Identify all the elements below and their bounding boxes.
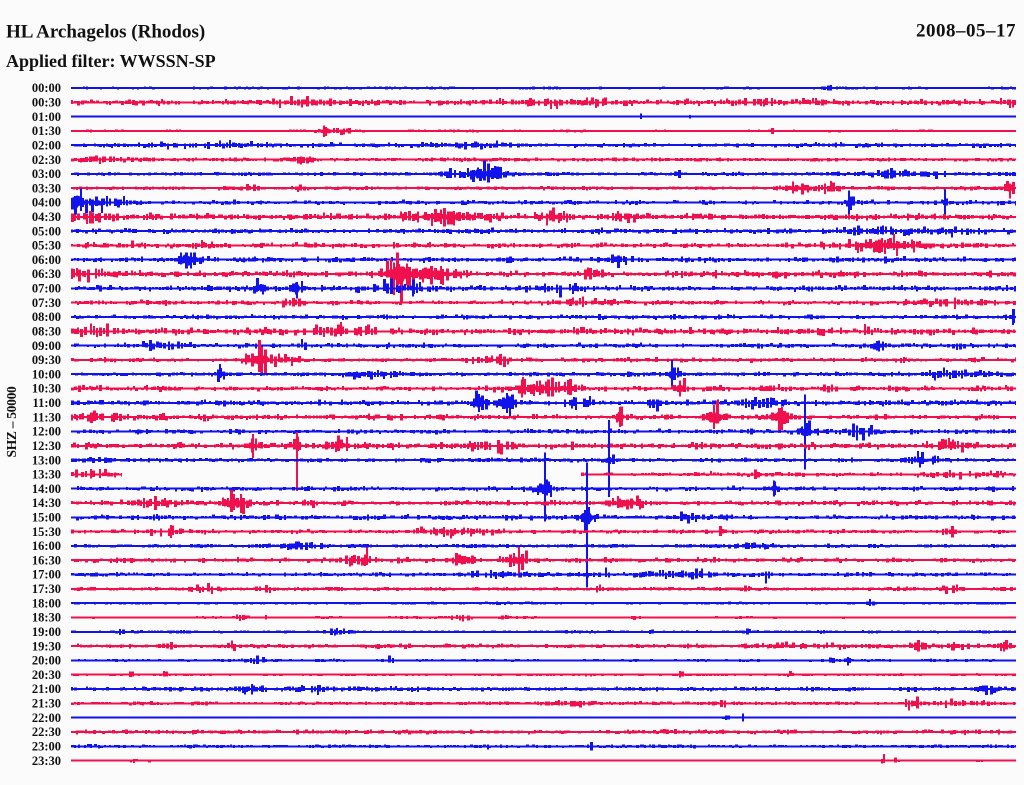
svg-text:HL Archagelos (Rhodos): HL Archagelos (Rhodos) [6,22,205,43]
svg-text:15:00: 15:00 [32,511,61,525]
svg-text:01:30: 01:30 [32,124,61,138]
svg-text:SHZ – 50000: SHZ – 50000 [4,386,19,458]
svg-text:22:30: 22:30 [32,725,61,739]
svg-text:07:00: 07:00 [32,282,61,296]
svg-text:01:00: 01:00 [32,110,61,124]
svg-text:09:00: 09:00 [32,339,61,353]
svg-text:23:30: 23:30 [32,754,61,768]
svg-text:16:00: 16:00 [32,539,61,553]
svg-text:12:00: 12:00 [32,425,61,439]
svg-text:21:00: 21:00 [32,682,61,696]
svg-text:14:30: 14:30 [32,496,61,510]
svg-text:Applied filter: WWSSN-SP: Applied filter: WWSSN-SP [6,51,216,71]
svg-text:19:30: 19:30 [32,639,61,653]
svg-text:18:00: 18:00 [32,596,61,610]
svg-text:12:30: 12:30 [32,439,61,453]
svg-text:23:00: 23:00 [32,740,61,754]
svg-text:05:00: 05:00 [32,224,61,238]
svg-text:21:30: 21:30 [32,697,61,711]
svg-text:03:30: 03:30 [32,181,61,195]
svg-text:04:00: 04:00 [32,196,61,210]
svg-text:19:00: 19:00 [32,625,61,639]
svg-text:06:30: 06:30 [32,267,61,281]
svg-text:17:30: 17:30 [32,582,61,596]
svg-text:03:00: 03:00 [32,167,61,181]
svg-text:11:30: 11:30 [33,410,61,424]
svg-text:02:00: 02:00 [32,138,61,152]
svg-text:04:30: 04:30 [32,210,61,224]
svg-text:09:30: 09:30 [32,353,61,367]
svg-text:02:30: 02:30 [32,153,61,167]
svg-text:14:00: 14:00 [32,482,61,496]
svg-text:10:00: 10:00 [32,367,61,381]
svg-text:10:30: 10:30 [32,382,61,396]
svg-text:17:00: 17:00 [32,568,61,582]
svg-text:15:30: 15:30 [32,525,61,539]
svg-text:07:30: 07:30 [32,296,61,310]
svg-text:11:00: 11:00 [33,396,61,410]
svg-text:13:00: 13:00 [32,453,61,467]
svg-text:00:30: 00:30 [32,96,61,110]
svg-text:20:30: 20:30 [32,668,61,682]
svg-text:08:30: 08:30 [32,325,61,339]
svg-text:05:30: 05:30 [32,239,61,253]
svg-text:18:30: 18:30 [32,611,61,625]
svg-text:06:00: 06:00 [32,253,61,267]
svg-text:20:00: 20:00 [32,654,61,668]
svg-text:08:00: 08:00 [32,310,61,324]
svg-text:13:30: 13:30 [32,468,61,482]
svg-text:2008–05–17: 2008–05–17 [916,21,1016,42]
svg-text:22:00: 22:00 [32,711,61,725]
svg-text:16:30: 16:30 [32,553,61,567]
svg-text:00:00: 00:00 [32,81,61,95]
